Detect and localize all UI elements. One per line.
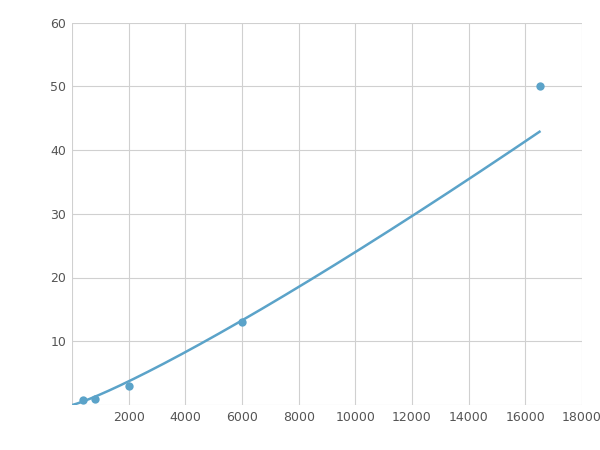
Point — [90, 395, 100, 402]
Point — [79, 396, 88, 404]
Point — [237, 319, 247, 326]
Point — [124, 382, 133, 390]
Point — [535, 83, 544, 90]
